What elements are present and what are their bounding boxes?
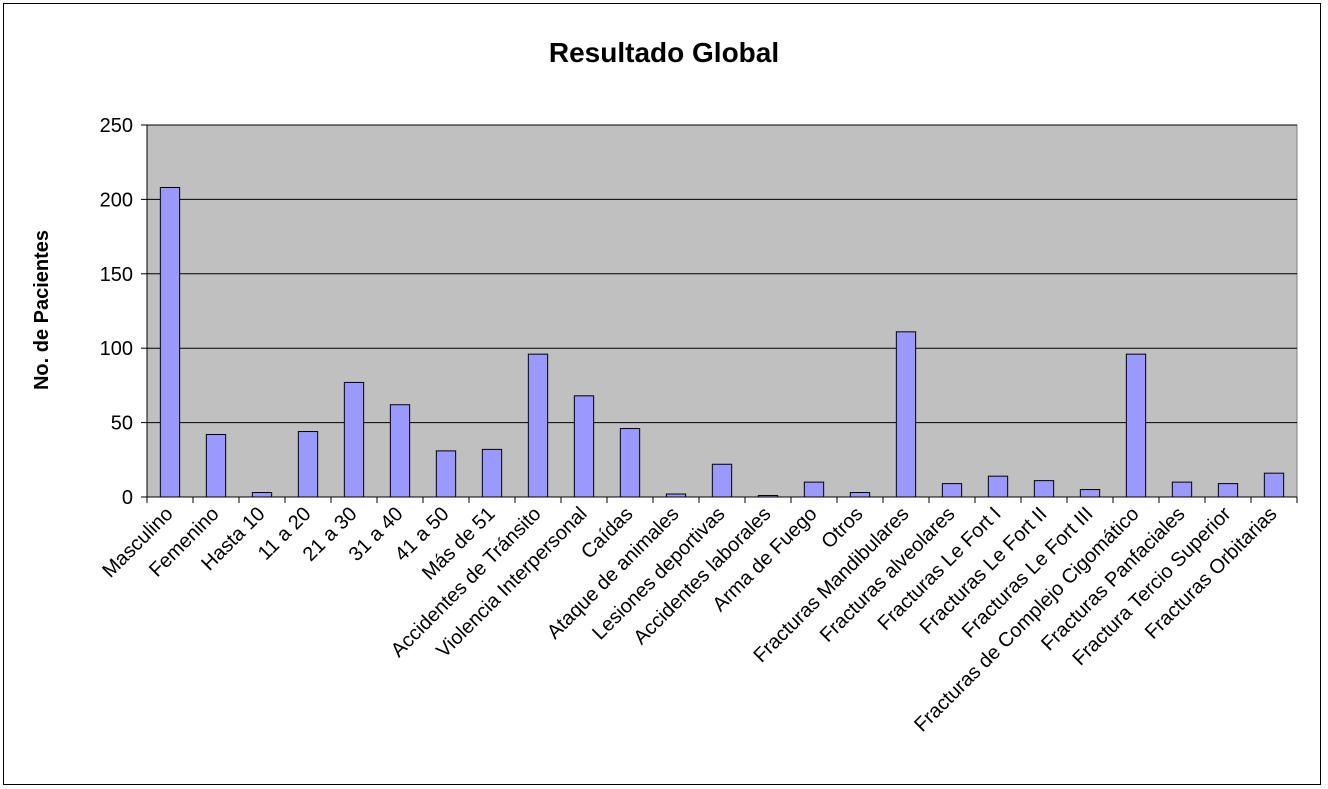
bar: [895, 331, 917, 498]
bar: [205, 434, 227, 498]
y-axis-label: No. de Pacientes: [31, 230, 53, 390]
bar: [1033, 480, 1055, 498]
bar: [757, 495, 779, 498]
bar: [711, 463, 733, 498]
y-tick-label: 0: [122, 487, 133, 509]
y-tick-label: 50: [111, 413, 133, 435]
bar: [1171, 481, 1193, 498]
bar: [803, 481, 825, 498]
bar: [987, 475, 1009, 498]
bar: [1263, 472, 1285, 498]
bar: [665, 493, 687, 498]
bar: [435, 450, 457, 498]
bar: [481, 448, 503, 498]
y-tick-label: 250: [100, 115, 133, 137]
y-tick-label: 100: [100, 338, 133, 360]
bar: [297, 431, 319, 498]
bar: [619, 428, 641, 498]
y-tick-label: 150: [100, 264, 133, 286]
y-tick-label: 200: [100, 189, 133, 211]
bar: [251, 492, 273, 498]
bar: [1125, 353, 1147, 498]
bar: [527, 353, 549, 498]
bar: [1217, 483, 1239, 498]
bar: [389, 404, 411, 498]
bar: [573, 395, 595, 498]
bar: [343, 381, 365, 498]
bar: [941, 483, 963, 498]
bar: [1079, 489, 1101, 498]
bar: [159, 186, 181, 498]
plot-background: [146, 124, 1298, 498]
chart-title: Resultado Global: [549, 37, 779, 68]
bar: [849, 492, 871, 498]
